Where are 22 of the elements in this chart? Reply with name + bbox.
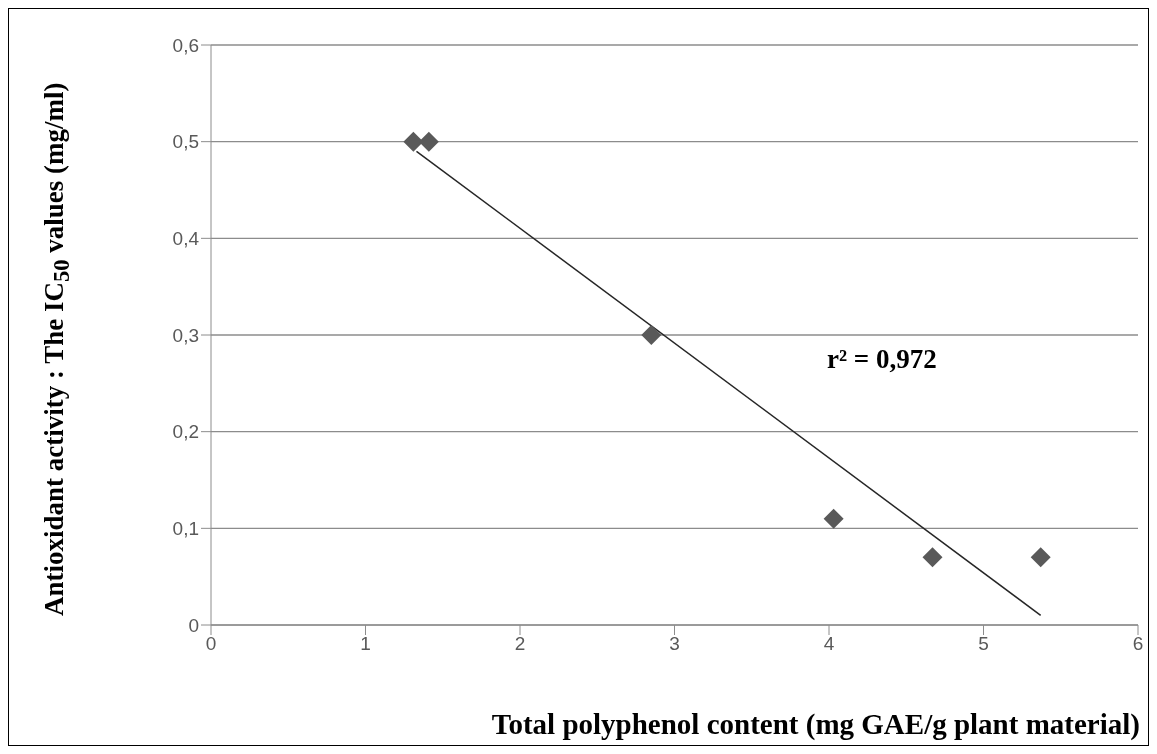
point [922,547,943,568]
x-axis-title: Total polyphenol content (mg GAE/g plant material) [491,708,1140,741]
y-tick-label: 0,6 [172,34,199,56]
y-tick-label: 0,1 [172,518,199,540]
x-tick-label: 1 [360,633,371,655]
x-tick-label: 6 [1132,633,1144,655]
annotation: r² = 0,972 [827,344,937,375]
x-tick-label: 0 [205,633,217,655]
y-tick-label: 0,3 [172,324,199,346]
point [641,325,662,345]
y-tick-label: 0,4 [172,228,200,250]
x-tick-label: 3 [669,633,680,655]
y-tick-label: 0,5 [172,131,199,153]
y-tick-label: 0,2 [172,421,199,443]
x-tick-label: 4 [823,633,835,655]
point [823,508,844,529]
point [403,131,424,152]
point [418,131,439,152]
point [1030,547,1051,568]
y-tick-label: 0 [188,614,199,636]
x-tick-label: 2 [514,633,526,655]
x-tick-label: 5 [978,633,989,655]
